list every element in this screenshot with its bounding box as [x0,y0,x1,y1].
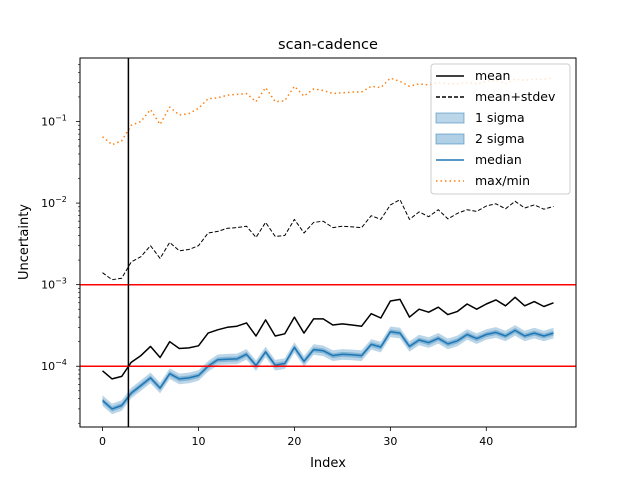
y-tick-label: 10−4 [41,358,67,373]
series-line-median [102,329,554,410]
chart-title: scan-cadence [278,37,378,53]
x-tick-label: 30 [383,435,397,448]
x-axis-label: Index [310,456,346,471]
plot-layer [102,77,554,415]
reference-lines [80,58,576,427]
series-line-mean [102,296,554,380]
legend-label: mean [475,68,510,83]
x-tick-label: 10 [191,435,205,448]
legend-swatch [435,133,465,145]
y-tick-label: 10−1 [41,113,67,128]
legend-label: mean+stdev [475,89,556,104]
y-tick-label: 10−3 [41,277,67,292]
legend-label: max/min [475,173,530,188]
y-tick-label: 10−2 [41,195,67,210]
x-tick-label: 40 [479,435,493,448]
legend-swatch [435,112,465,124]
series-line-meanstd [102,199,554,281]
x-tick-label: 0 [99,435,106,448]
x-tick-label: 20 [287,435,301,448]
legend-label: 2 sigma [475,131,525,146]
legend-label: median [475,152,522,167]
sigma-1-band [102,328,554,412]
axis-ticks: 0 10 20 30 40 10−4 10−3 10−2 10−1 [41,64,493,448]
legend: mean mean+stdev 1 sigma 2 sigma median max/mi… [430,63,571,195]
y-axis-label: Uncertainty [17,204,32,280]
legend-label: 1 sigma [475,110,525,125]
axes-frame [79,57,577,428]
legend-frame [430,63,571,195]
